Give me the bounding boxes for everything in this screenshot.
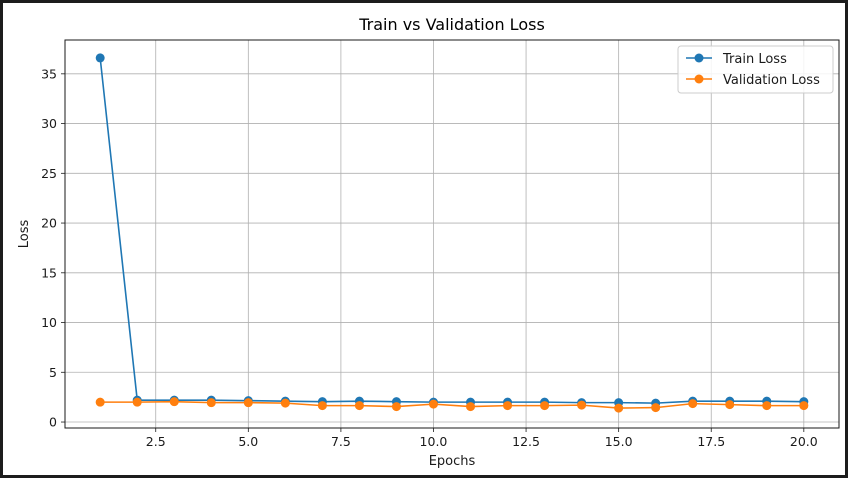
validation-loss-point [169,397,179,407]
validation-loss-point [466,402,476,412]
y-tick-label: 30 [41,116,57,131]
x-tick-label: 5.0 [238,434,258,449]
x-tick-label: 20.0 [790,434,818,449]
validation-loss-point [725,400,735,410]
legend-train-marker [694,53,704,63]
x-tick-label: 2.5 [146,434,166,449]
validation-loss-point [577,400,587,410]
validation-loss-point [540,401,550,411]
validation-loss-point [614,403,624,413]
x-tick-label: 17.5 [697,434,725,449]
y-tick-label: 25 [41,166,57,181]
validation-loss-point [243,398,253,408]
chart-title: Train vs Validation Loss [358,15,545,34]
x-tick-label: 15.0 [605,434,633,449]
plot-background [65,40,839,428]
y-tick-label: 5 [49,365,57,380]
validation-loss-point [799,401,809,411]
validation-loss-point [280,398,290,408]
y-axis-label: Loss [17,220,32,249]
legend-validation-marker [694,74,704,84]
validation-loss-point [354,401,364,411]
loss-chart: 2.5 5.0 7.5 10.0 12.5 15.0 17.5 20.0 0 5 10 15 20 25 3… [17,15,840,469]
legend: Train Loss Validation Loss [677,45,834,94]
x-axis-label: Epochs [429,454,476,469]
validation-loss-point [428,399,438,409]
legend-validation-label: Validation Loss [723,73,820,88]
validation-loss-point [762,401,772,411]
validation-loss-line [100,400,804,409]
validation-loss-point [206,398,216,408]
validation-loss-point [391,402,401,412]
validation-loss-point [317,401,327,411]
validation-loss-point [651,403,661,413]
y-tick-label: 35 [41,66,57,81]
x-tick-label: 7.5 [331,434,351,449]
plot-border [64,39,840,429]
y-tick-label: 10 [41,315,57,330]
legend-box [677,45,834,94]
train-loss-line [99,57,804,404]
series-layer [95,53,809,413]
y-tick-label: 20 [41,216,57,231]
tick-layer: 2.5 5.0 7.5 10.0 12.5 15.0 17.5 20.0 0 5 10 15 20 25 3… [41,66,818,449]
y-tick-label: 15 [41,265,57,280]
train-loss-point [95,53,105,63]
y-tick-label: 0 [49,415,57,430]
validation-loss-point [95,397,105,407]
x-tick-label: 12.5 [512,434,540,449]
validation-loss-point [132,397,142,407]
grid-lines [65,40,839,428]
validation-loss-point [688,399,698,409]
validation-loss-point [503,401,513,411]
legend-train-label: Train Loss [722,52,787,67]
x-tick-label: 10.0 [420,434,448,449]
